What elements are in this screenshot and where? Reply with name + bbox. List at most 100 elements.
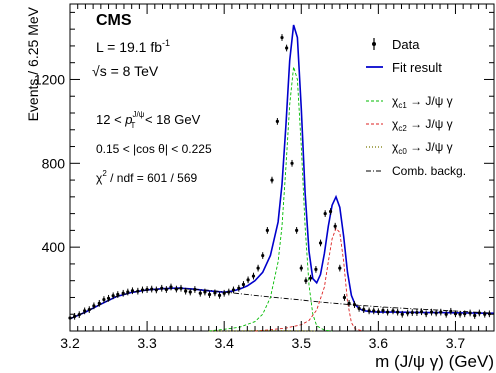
data-point	[473, 313, 477, 318]
data-point	[391, 309, 395, 313]
data-point	[203, 290, 207, 294]
luminosity-superscript: -1	[162, 38, 170, 48]
legend-label-fit: Fit result	[392, 60, 442, 75]
data-point	[68, 316, 72, 320]
x-tick-label: 3.4	[214, 335, 234, 351]
data-point	[145, 287, 149, 292]
legend-label-data: Data	[392, 37, 420, 52]
data-point	[184, 289, 188, 293]
data-point	[261, 253, 265, 258]
legend: Data Fit result χc1 → J/ψ γ χc2 → J/ψ γ …	[366, 37, 466, 178]
legend-label-chic2: χc2 → J/ψ γ	[392, 117, 453, 133]
y-tick-label: 400	[42, 239, 66, 255]
annotation-block: CMS L = 19.1 fb-1 √s = 8 TeV 12 < pJ/ψ T …	[92, 12, 212, 185]
series-3	[254, 227, 364, 332]
plot-frame	[69, 3, 495, 332]
legend-chic1-sub: c1	[398, 101, 407, 110]
pt-cut-sup: J/ψ	[133, 110, 145, 119]
energy-label: √s = 8 TeV	[92, 63, 159, 79]
x-tick-label: 3.7	[446, 335, 466, 351]
data-point	[314, 267, 318, 271]
data-point	[222, 291, 226, 295]
data-point	[304, 279, 308, 283]
luminosity-label: L = 19.1 fb-1	[96, 38, 170, 55]
series-line	[254, 227, 364, 332]
data-point	[483, 312, 487, 316]
data-point	[251, 274, 256, 278]
data-point	[453, 312, 458, 316]
pt-cut-label: 12 < pJ/ψ T < 18 GeV	[96, 110, 201, 130]
data-point	[347, 301, 351, 305]
data-point	[318, 241, 323, 245]
data-point	[338, 266, 342, 270]
data-point	[83, 309, 87, 313]
x-tick-label: 3.5	[292, 335, 312, 351]
data-point	[458, 312, 462, 316]
data-point	[400, 312, 404, 316]
legend-entry-background: Comb. backg.	[366, 164, 466, 178]
legend-chic0-main: χ	[392, 140, 399, 154]
data-point	[477, 311, 481, 315]
legend-chic1-main: χ	[392, 94, 399, 108]
data-point	[280, 35, 284, 40]
x-tick-label: 3.6	[369, 335, 389, 351]
data-point	[372, 309, 376, 313]
data-points	[68, 34, 491, 322]
plot-area-border	[69, 3, 495, 332]
data-point	[217, 293, 222, 297]
data-point	[381, 308, 385, 313]
pt-cut-p: p	[124, 112, 132, 127]
data-point	[150, 287, 154, 291]
data-point	[106, 296, 111, 300]
experiment-label: CMS	[96, 12, 132, 29]
legend-chic1-rest: → J/ψ γ	[407, 94, 453, 108]
data-point	[468, 311, 472, 315]
data-point	[160, 286, 164, 290]
data-point	[362, 308, 366, 312]
legend-chic0-rest: → J/ψ γ	[407, 140, 453, 154]
data-point	[92, 304, 96, 308]
energy-text: s = 8 TeV	[100, 63, 159, 79]
data-point	[323, 212, 327, 216]
x-axis-label-text: m (J/ψ γ) (GeV)	[375, 352, 494, 371]
data-point	[444, 312, 448, 316]
data-point	[367, 309, 371, 313]
data-point	[73, 314, 77, 318]
chi2-symbol: χ	[96, 171, 103, 185]
data-point	[231, 288, 236, 292]
data-point	[333, 224, 337, 228]
data-point	[174, 287, 178, 291]
legend-label-chic0: χc0 → J/ψ γ	[392, 140, 453, 156]
legend-chic2-sub: c2	[398, 124, 407, 133]
legend-chic0-sub: c0	[398, 147, 407, 156]
data-point	[164, 287, 168, 292]
series-5	[69, 288, 495, 320]
data-point	[193, 287, 197, 292]
luminosity-text: L = 19.1 fb	[96, 39, 162, 55]
data-point	[352, 302, 357, 307]
data-point	[97, 301, 101, 305]
legend-entry-fit: Fit result	[366, 60, 442, 75]
x-tick-label: 3.2	[60, 335, 80, 351]
data-point	[169, 285, 173, 289]
data-point	[429, 310, 434, 314]
data-point	[328, 209, 333, 214]
data-point	[410, 310, 414, 315]
legend-chic2-main: χ	[392, 117, 399, 131]
cos-cut-label: 0.15 < |cos θ| < 0.225	[96, 142, 212, 156]
chi2-sup: 2	[102, 169, 107, 178]
data-point	[116, 292, 120, 297]
data-point	[439, 310, 443, 314]
axes-layer: 3.2 3.3 3.4 3.5 3.6 3.7 400 800 1200	[34, 4, 495, 351]
data-point	[102, 297, 106, 302]
legend-label-chic1: χc1 → J/ψ γ	[392, 94, 453, 110]
legend-entry-chic2: χc2 → J/ψ γ	[366, 117, 453, 133]
data-point	[154, 288, 158, 292]
data-point	[227, 290, 231, 294]
data-point	[434, 311, 438, 315]
legend-entry-data: Data	[372, 37, 420, 52]
data-point	[396, 310, 400, 314]
data-point	[308, 276, 313, 280]
data-point	[188, 290, 192, 294]
